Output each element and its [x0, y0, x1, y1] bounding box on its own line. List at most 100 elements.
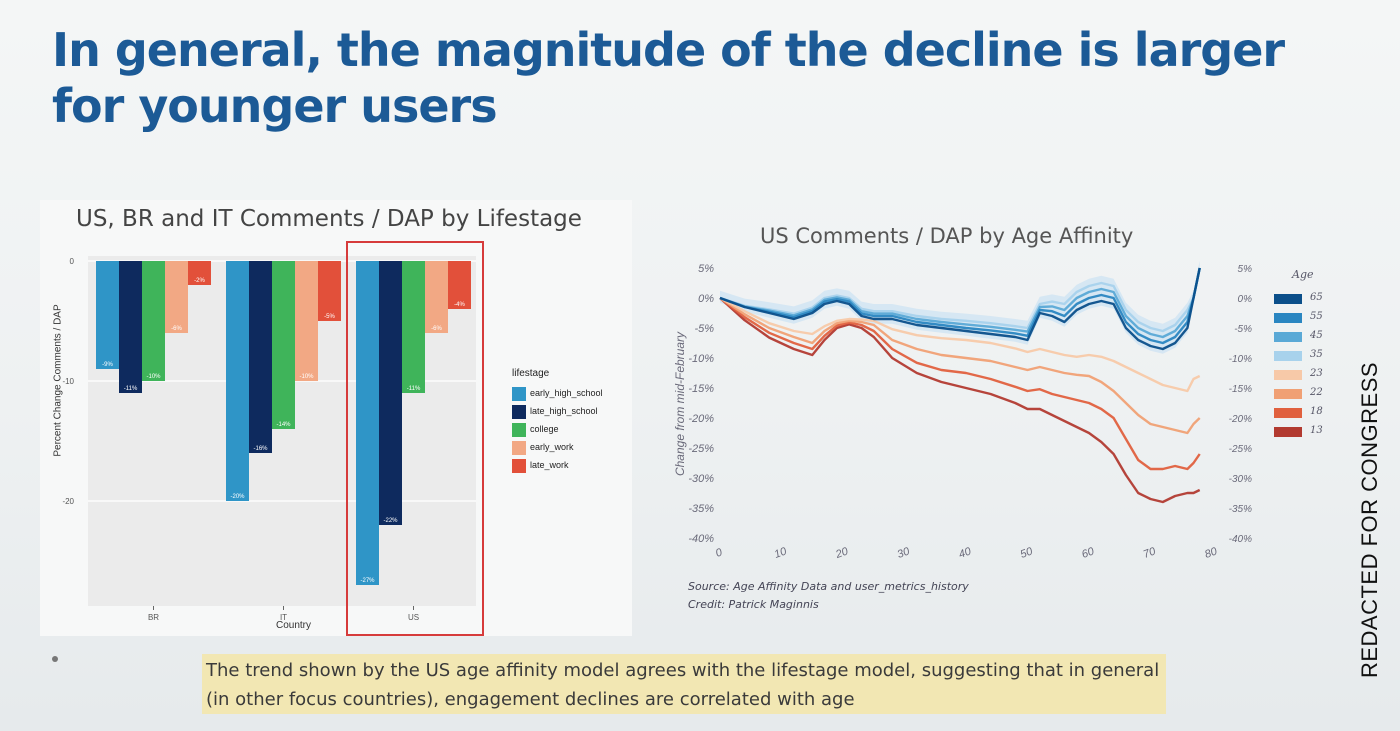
line-age-13: [719, 297, 1201, 504]
legend-item-late-high-school: late_high_school: [512, 403, 622, 419]
redacted-watermark: REDACTED FOR CONGRESS: [1357, 361, 1382, 679]
y-tick-label-left: -15%: [688, 383, 714, 395]
y-tick-label-right: -15%: [1229, 384, 1252, 395]
bar-early_high_school-BR: [96, 261, 119, 369]
bar-college-BR: [142, 261, 165, 381]
x-tick-label: 20: [833, 545, 850, 561]
legend-label: early_high_school: [530, 388, 603, 398]
caption-text: The trend shown by the US age affinity m…: [206, 660, 1160, 710]
line-age-65: [719, 267, 1201, 351]
bar-college-IT: [272, 261, 295, 429]
age-legend-label: 65: [1310, 292, 1323, 303]
confidence-band: [720, 260, 1200, 354]
x-tick-label: 50: [1019, 545, 1035, 561]
legend-swatch: [512, 459, 526, 473]
bullet-dot: [52, 656, 58, 662]
legend-item-early-high-school: early_high_school: [512, 385, 622, 401]
age-legend-item-23: 23: [1274, 367, 1334, 383]
y-tick-label-right: -25%: [1229, 444, 1252, 455]
bar-early_work-BR: [165, 261, 188, 333]
age-legend-label: 13: [1310, 425, 1323, 436]
y-tick-label-right: 0%: [1238, 294, 1253, 305]
legend-item-early-work: early_work: [512, 439, 622, 455]
y-tick-label-right: -10%: [1229, 354, 1252, 365]
bar-early_work-US: [425, 261, 448, 333]
y-tick-label: 0: [70, 257, 75, 266]
caption-highlight: [202, 654, 1166, 714]
line-age-45: [719, 267, 1201, 339]
slide-title: In general, the magnitude of the decline…: [52, 23, 1285, 133]
y-tick-label-right: -30%: [1229, 474, 1252, 485]
legend-item-late-work: late_work: [512, 457, 622, 473]
age-legend-swatch: [1274, 408, 1302, 418]
y-tick-label-left: -25%: [688, 443, 714, 455]
x-tick-label: 70: [1142, 545, 1158, 561]
lifestage-x-axis-title: Country: [276, 620, 312, 631]
x-tick-label: US: [408, 613, 419, 622]
age-legend-item-65: 65: [1274, 291, 1334, 307]
bar-value-label: -11%: [407, 386, 421, 392]
legend-swatch: [512, 441, 526, 455]
age-y-axis-title: Change from mid-February: [673, 331, 687, 476]
lifestage-legend-title: lifestage: [512, 368, 550, 379]
y-tick-label-left: 0%: [698, 293, 714, 305]
y-tick-label-right: -20%: [1229, 414, 1252, 425]
age-affinity-chart-title: US Comments / DAP by Age Affinity: [760, 224, 1134, 248]
legend-label: college: [530, 424, 559, 434]
age-legend-item-45: 45: [1274, 329, 1334, 345]
age-legend-item-18: 18: [1274, 405, 1334, 421]
lifestage-bar-chart: 0 -10 -20 -9% -11% -10% -6% -2% BR -20% -16% -14% -1…: [62, 256, 476, 622]
legend-swatch: [512, 405, 526, 419]
bar-early_high_school-US: [356, 261, 379, 585]
y-tick-label-right: 5%: [1238, 264, 1253, 275]
bar-value-label: -11%: [124, 386, 138, 392]
y-tick-label: -20: [62, 497, 74, 506]
line-age-55: [719, 267, 1201, 345]
bar-college-US: [402, 261, 425, 393]
age-legend-item-13: 13: [1274, 424, 1334, 440]
line-age-22: [719, 296, 1201, 435]
bar-value-label: -22%: [383, 518, 398, 524]
bar-late_high_school-IT: [249, 261, 272, 453]
legend-label: late_high_school: [530, 406, 598, 416]
bar-value-label: -14%: [276, 422, 291, 428]
x-tick-label: 40: [957, 545, 973, 561]
x-tick-label: 0: [714, 546, 725, 560]
bar-late_high_school-US: [379, 261, 402, 525]
bar-late_work-BR: [188, 261, 211, 285]
y-tick-label-right: -5%: [1234, 324, 1252, 335]
bar-late_work-US: [448, 261, 471, 309]
bar-value-label: -4%: [454, 302, 465, 308]
bar-value-label: -10%: [146, 374, 161, 380]
bar-value-label: -2%: [194, 278, 205, 284]
age-legend-swatch: [1274, 389, 1302, 399]
bar-value-label: -6%: [171, 326, 182, 332]
line-age-18: [719, 297, 1201, 471]
age-legend-label: 23: [1310, 368, 1323, 379]
lifestage-chart-title: US, BR and IT Comments / DAP by Lifestag…: [76, 206, 582, 232]
legend-swatch: [512, 423, 526, 437]
age-legend-item-22: 22: [1274, 386, 1334, 402]
age-legend-swatch: [1274, 351, 1302, 361]
y-tick-label-left: -10%: [688, 353, 714, 365]
us-highlight-box: [346, 241, 484, 636]
bar-value-label: -6%: [431, 326, 442, 332]
credit-note: Credit: Patrick Maginnis: [688, 598, 819, 611]
bar-value-label: -10%: [299, 374, 314, 380]
y-tick-label-right: -35%: [1229, 504, 1252, 515]
bar-late_high_school-BR: [119, 261, 142, 393]
x-tick-label: 10: [773, 545, 789, 561]
y-tick-label-left: -30%: [688, 473, 714, 485]
bar-early_high_school-IT: [226, 261, 249, 501]
line-age-35: [719, 267, 1201, 333]
x-tick-label: IT: [280, 613, 287, 622]
legend-label: late_work: [530, 460, 569, 470]
bar-value-label: -20%: [230, 494, 245, 500]
age-legend-label: 45: [1310, 330, 1323, 341]
x-tick-label: 30: [896, 545, 912, 561]
y-tick-label-left: -5%: [694, 323, 714, 335]
legend-label: early_work: [530, 442, 574, 452]
y-tick-label-left: 5%: [698, 263, 714, 275]
line-age-23: [719, 296, 1201, 393]
